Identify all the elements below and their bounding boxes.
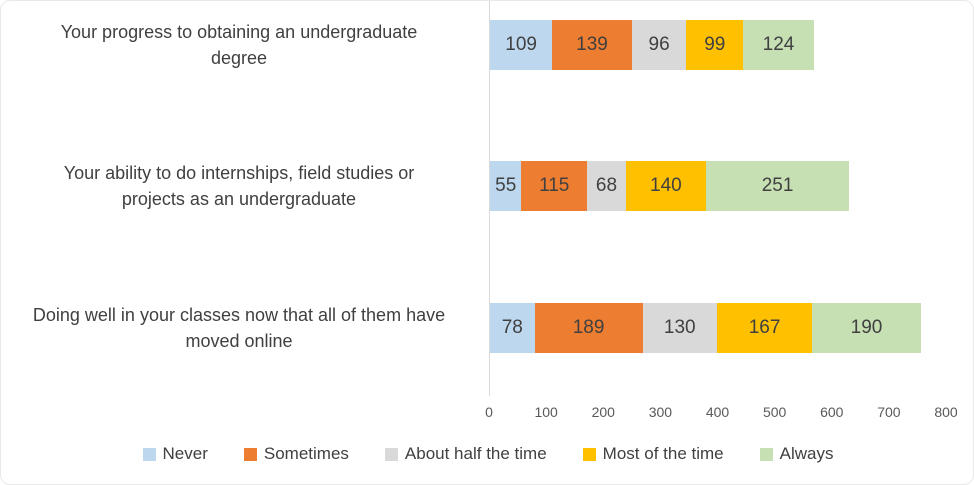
segment-value-label: 109 <box>505 34 537 55</box>
legend-swatch-about-half-the-time <box>384 447 398 461</box>
x-tick-label-0: 0 <box>485 404 493 420</box>
bar-row-3: 78 189 130 167 190 <box>490 303 921 353</box>
bar-segment-always: 124 <box>743 20 814 70</box>
bar-segment-about-half-the-time: 96 <box>631 20 687 70</box>
y-axis-line <box>489 1 490 396</box>
segment-value-label: 139 <box>576 34 608 55</box>
bar-segment-about-half-the-time: 130 <box>642 303 717 353</box>
legend-label: Always <box>779 444 834 463</box>
x-tick-label-500: 500 <box>762 404 787 420</box>
x-tick-label-400: 400 <box>705 404 730 420</box>
bar-segment-most-of-the-time: 167 <box>716 303 813 353</box>
segment-value-label: 124 <box>762 34 795 55</box>
segment-value-label: 190 <box>850 317 883 338</box>
legend-item-never: Never <box>142 444 208 464</box>
legend-label: Sometimes <box>263 444 349 463</box>
category-label-2: Your ability to do internships, field st… <box>63 163 415 209</box>
bar-segment-most-of-the-time: 99 <box>686 20 744 70</box>
legend-swatch-always <box>759 447 773 461</box>
bar-segment-sometimes: 189 <box>534 303 643 353</box>
segment-value-label: 55 <box>495 175 517 196</box>
bar-segment-about-half-the-time: 68 <box>587 161 626 211</box>
segment-value-label: 251 <box>761 175 794 196</box>
x-tick-label-600: 600 <box>820 404 844 420</box>
bar-segment-never: 78 <box>490 303 535 353</box>
segment-value-label: 78 <box>501 317 523 338</box>
legend-item-most-of-the-time: Most of the time <box>582 444 724 464</box>
category-label-3: Doing well in your classes now that all … <box>32 305 446 351</box>
bar-segment-never: 55 <box>490 161 522 211</box>
bar-row-1: 109 139 96 99 124 <box>490 20 814 70</box>
x-tick-label-200: 200 <box>591 404 615 420</box>
segment-value-label: 167 <box>748 317 781 338</box>
bar-segment-never: 109 <box>490 20 553 70</box>
segment-value-label: 115 <box>539 175 570 196</box>
bar-row-2: 55 115 68 140 251 <box>490 161 850 211</box>
legend-label: Most of the time <box>602 444 724 463</box>
legend-label: About half the time <box>404 444 547 463</box>
x-tick-label-100: 100 <box>534 404 558 420</box>
segment-value-label: 99 <box>704 34 726 55</box>
bar-segment-most-of-the-time: 140 <box>625 161 706 211</box>
segment-value-label: 130 <box>663 317 696 338</box>
x-tick-label-800: 800 <box>934 404 958 420</box>
segment-value-label: 68 <box>595 175 618 196</box>
bar-segment-sometimes: 139 <box>552 20 632 70</box>
legend-item-sometimes: Sometimes <box>243 444 349 464</box>
legend: Never Sometimes About half the time Most of… <box>1 444 973 464</box>
legend-label: Never <box>162 444 208 463</box>
legend-swatch-most-of-the-time <box>582 447 596 461</box>
legend-swatch-sometimes <box>243 447 257 461</box>
segment-value-label: 96 <box>648 34 670 55</box>
x-tick-label-300: 300 <box>648 404 673 420</box>
x-tick-label-700: 700 <box>877 404 901 420</box>
legend-item-always: Always <box>759 444 834 464</box>
legend-swatch-never <box>142 447 156 461</box>
bar-segment-sometimes: 115 <box>521 161 588 211</box>
legend-item-about-half-the-time: About half the time <box>384 444 547 464</box>
category-label-1: Your progress to obtaining an undergradu… <box>60 22 418 68</box>
bar-segment-always: 251 <box>705 161 850 211</box>
segment-value-label: 140 <box>650 175 682 196</box>
segment-value-label: 189 <box>572 317 605 338</box>
bar-segment-always: 190 <box>812 303 921 353</box>
